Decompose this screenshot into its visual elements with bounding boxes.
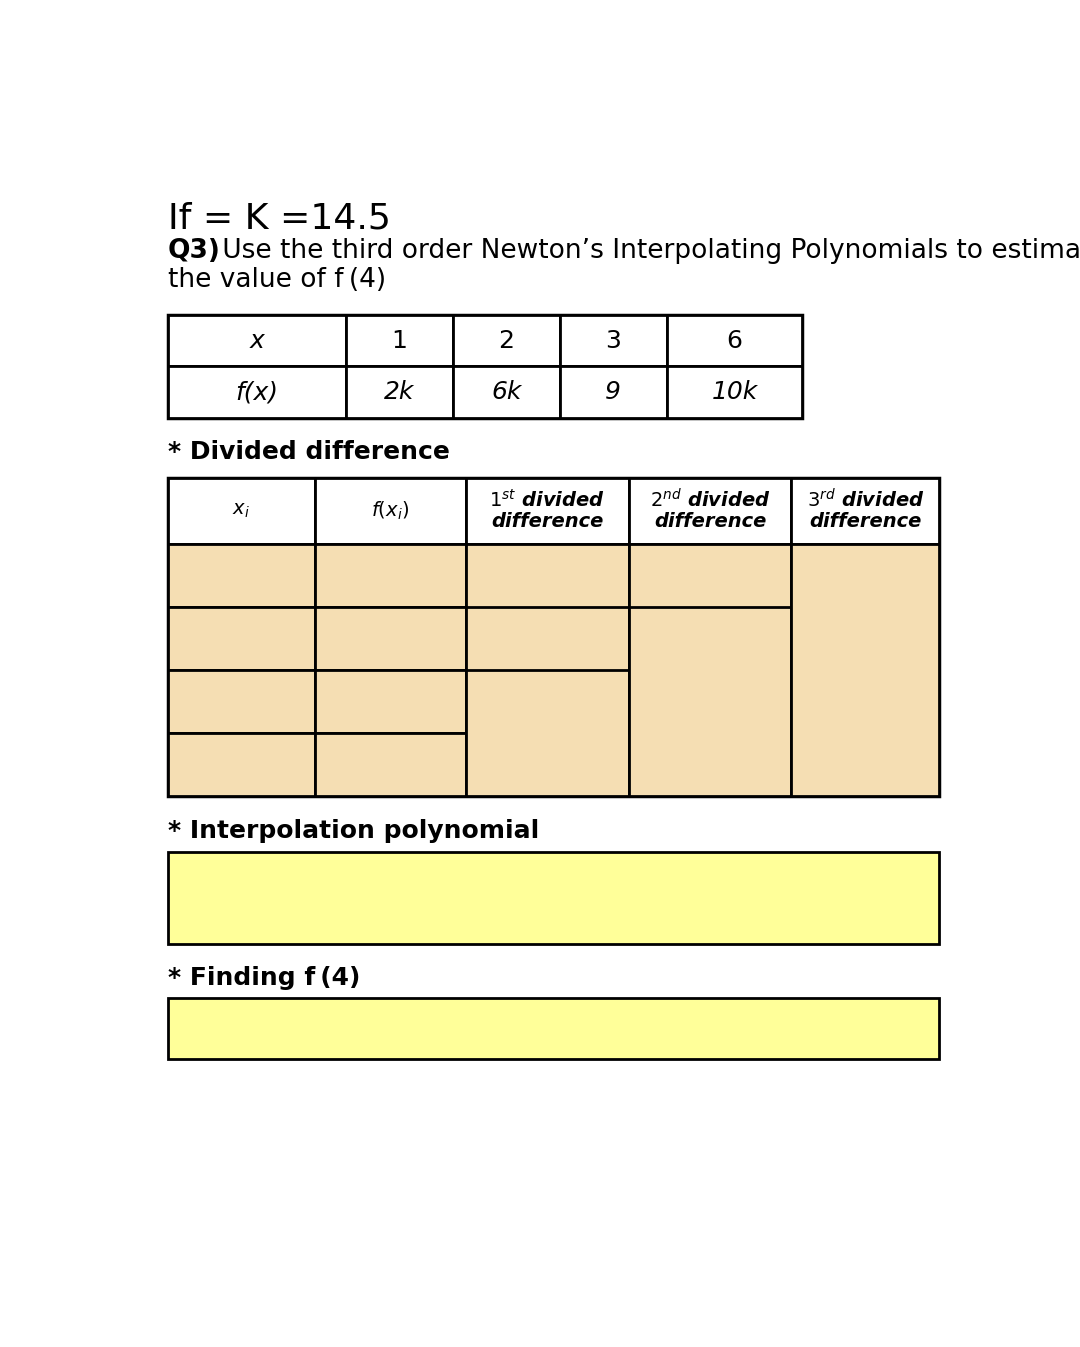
Text: 2: 2 [498, 329, 514, 353]
Bar [167, 544, 314, 606]
Bar [792, 544, 940, 796]
Bar [167, 315, 802, 418]
Text: Q3): Q3) [167, 238, 220, 264]
Bar [167, 478, 314, 544]
Text: $x_i$: $x_i$ [232, 501, 251, 520]
Text: 1: 1 [391, 329, 407, 353]
Text: the value of f (4): the value of f (4) [167, 267, 386, 294]
Bar [792, 478, 940, 544]
Bar [346, 366, 453, 418]
Text: $f(x_i)$: $f(x_i)$ [372, 500, 409, 523]
Bar [167, 606, 314, 669]
Text: 6: 6 [727, 329, 742, 353]
Text: 2k: 2k [384, 380, 415, 404]
Text: 10k: 10k [712, 380, 757, 404]
Bar [167, 478, 940, 796]
Bar [167, 733, 314, 796]
Text: If = K =14.5: If = K =14.5 [167, 202, 391, 236]
Text: Use the third order Newton’s Interpolating Polynomials to estimate: Use the third order Newton’s Interpolati… [214, 238, 1080, 264]
Bar [629, 606, 792, 796]
Bar [314, 544, 465, 606]
Text: x: x [249, 329, 264, 353]
Bar [314, 669, 465, 733]
Bar [559, 366, 666, 418]
Text: $3^{rd}$ divided: $3^{rd}$ divided [807, 489, 924, 512]
Text: 6k: 6k [491, 380, 522, 404]
Text: $2^{nd}$ divided: $2^{nd}$ divided [650, 489, 770, 512]
Bar [629, 544, 792, 733]
Bar [453, 366, 559, 418]
Text: 3: 3 [605, 329, 621, 353]
Bar [666, 315, 802, 366]
Bar [453, 315, 559, 366]
Bar [346, 315, 453, 366]
Bar [314, 733, 465, 796]
Text: $1^{st}$ divided: $1^{st}$ divided [489, 489, 605, 511]
Bar [666, 366, 802, 418]
Text: 9: 9 [605, 380, 621, 404]
Bar [167, 851, 940, 944]
Bar [167, 669, 314, 733]
Bar [465, 669, 629, 796]
Bar [167, 366, 346, 418]
Bar [314, 478, 465, 544]
Bar [465, 606, 629, 733]
Text: * Divided difference: * Divided difference [167, 439, 449, 463]
Text: * Interpolation polynomial: * Interpolation polynomial [167, 819, 539, 843]
Bar [559, 315, 666, 366]
Text: difference: difference [491, 512, 604, 531]
Bar [314, 606, 465, 669]
Bar [629, 478, 792, 544]
Bar [167, 998, 940, 1060]
Bar [465, 544, 629, 669]
Text: difference: difference [809, 512, 921, 531]
Text: difference: difference [653, 512, 766, 531]
Bar [465, 478, 629, 544]
Text: * Finding f (4): * Finding f (4) [167, 966, 360, 990]
Text: f(x): f(x) [235, 380, 279, 404]
Bar [167, 315, 346, 366]
